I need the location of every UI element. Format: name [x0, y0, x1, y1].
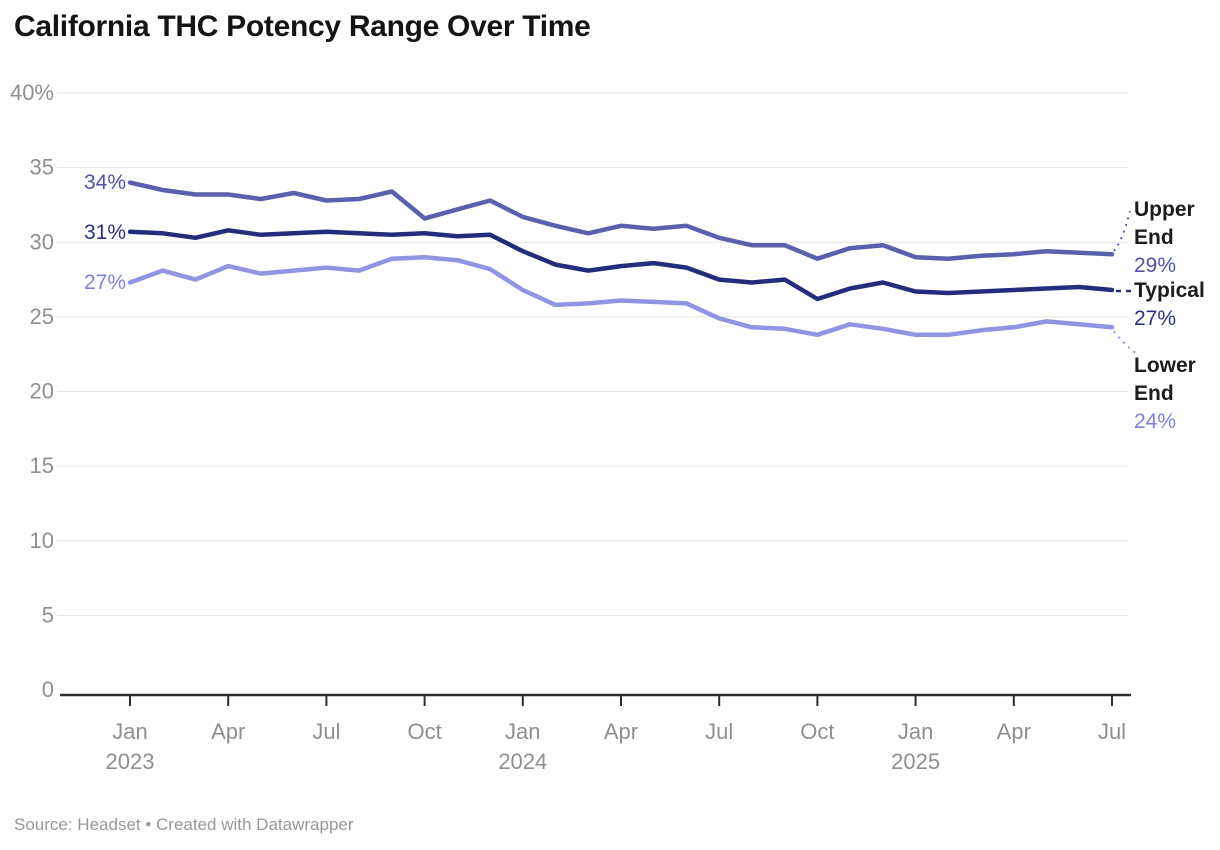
x-axis-tick-label: Jan — [112, 719, 147, 744]
upper-end-line — [127, 180, 1115, 261]
y-axis-tick-label: 15 — [30, 453, 54, 478]
lower-end-series-annotation: Lower End 24% — [1134, 352, 1218, 436]
x-axis-tick-label: Jul — [312, 719, 340, 744]
x-axis-tick-label: Oct — [800, 719, 834, 744]
y-axis-tick-label: 20 — [30, 379, 54, 404]
x-axis-year-label: 2024 — [498, 749, 547, 774]
upper-end-start-value-label: 34% — [83, 171, 126, 194]
lower-end-end-value-label: 24% — [1134, 410, 1177, 433]
x-axis-year-label: 2023 — [106, 749, 155, 774]
upper-end-end-value-label: 29% — [1134, 254, 1177, 277]
typical-end-value-label: 27% — [1134, 307, 1177, 330]
lower-end-start-value-label: 27% — [83, 271, 126, 294]
x-axis-tick-label: Jan — [898, 719, 933, 744]
typical-line — [127, 228, 1115, 302]
x-axis-tick-label: Apr — [604, 719, 638, 744]
y-axis-tick-label: 10 — [30, 528, 54, 553]
x-axis-year-label: 2025 — [891, 749, 940, 774]
y-axis-tick-label: 0 — [42, 677, 54, 702]
upper-end-annotation-connector — [1113, 210, 1131, 252]
y-axis-tick-label: 5 — [42, 602, 54, 627]
x-axis-tick-label: Jan — [505, 719, 540, 744]
lower-end-annotation-connector — [1113, 330, 1137, 355]
typical-series-name: Typical — [1134, 279, 1205, 302]
y-axis-tick-label: 30 — [30, 229, 54, 254]
page-title: California THC Potency Range Over Time — [14, 10, 591, 43]
lower-end-line — [127, 254, 1115, 338]
x-axis-tick-label: Jul — [705, 719, 733, 744]
x-axis-tick-label: Apr — [997, 719, 1031, 744]
x-axis-tick-label: Apr — [211, 719, 245, 744]
lower-end-series-name: Lower End — [1134, 354, 1196, 405]
typical-series-annotation: Typical 27% — [1134, 277, 1218, 333]
y-axis-tick-label: 25 — [30, 304, 54, 329]
x-axis-tick-label: Jul — [1098, 719, 1126, 744]
source-attribution: Source: Headset • Created with Datawrapp… — [14, 815, 354, 834]
upper-end-series-annotation: Upper End 29% — [1134, 196, 1218, 280]
upper-end-series-name: Upper End — [1134, 198, 1195, 249]
y-axis-tick-label: 35 — [30, 155, 54, 180]
x-axis-tick-label: Oct — [407, 719, 441, 744]
typical-start-value-label: 31% — [83, 221, 126, 244]
y-axis-tick-label: 40% — [10, 80, 54, 105]
